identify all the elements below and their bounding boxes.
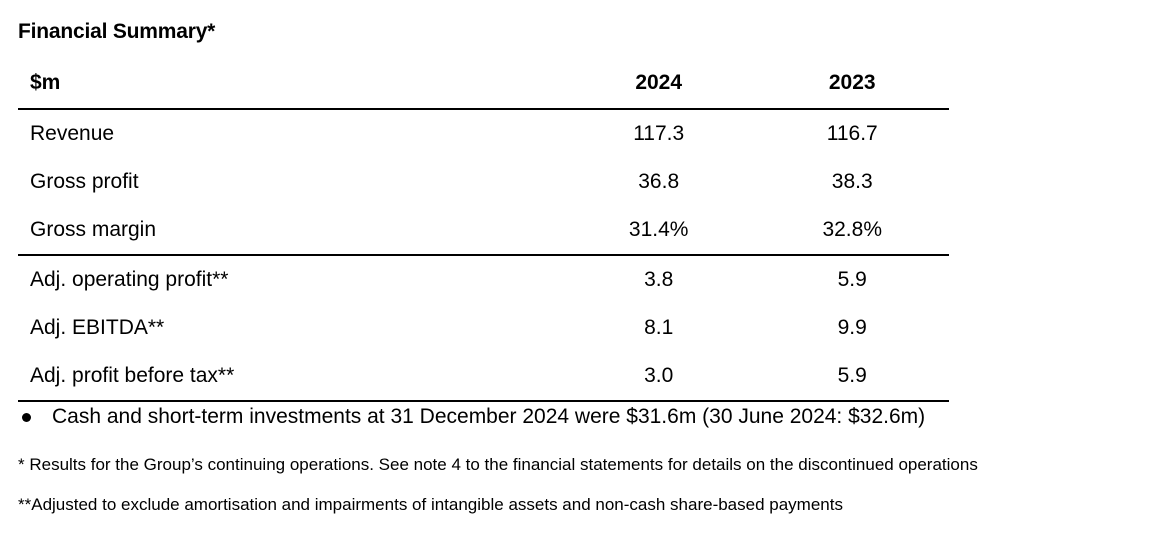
cash-bullet-point: Cash and short-term investments at 31 De… [18,405,925,429]
value-2024: 8.1 [644,316,674,339]
row-label: Adj. operating profit** [30,268,229,291]
value-2023: 32.8% [755,206,949,256]
column-header-2023: 2023 [755,58,949,110]
value-2023: 116.7 [826,122,878,145]
cash-bullet-text: Cash and short-term investments at 31 De… [52,405,926,428]
footnote-adjusted-measures: **Adjusted to exclude amortisation and i… [18,495,843,514]
row-label: Adj. EBITDA** [30,316,165,339]
value-2023: 5.9 [755,352,949,402]
row-label: Gross profit [30,170,139,193]
table-row: Revenue 117.3 116.7 [18,109,949,158]
column-header-unit: $m [18,58,562,110]
value-2024: 117.3 [633,122,685,145]
value-2024: 36.8 [638,170,680,193]
table-row: Gross profit 36.8 38.3 [18,158,949,206]
footnote-continuing-operations: * Results for the Group’s continuing ope… [18,455,978,474]
column-header-2024: 2024 [561,58,756,110]
page-title: Financial Summary* [18,20,216,43]
table-row: Adj. EBITDA** 8.1 9.9 [18,304,949,352]
value-2024: 3.0 [561,352,756,402]
table-row: Gross margin 31.4% 32.8% [18,206,949,256]
row-label: Adj. profit before tax** [18,352,562,402]
value-2024: 31.4% [561,206,756,256]
value-2023: 38.3 [831,170,873,193]
table-header-row: $m 2024 2023 [18,58,949,110]
value-2023: 5.9 [837,268,867,291]
financial-summary-table: $m 2024 2023 Revenue 117.3 116.7 Gross p… [18,58,949,402]
bullet-icon [22,412,31,422]
value-2024: 3.8 [644,268,674,291]
row-label: Revenue [30,122,115,145]
table-row: Adj. operating profit** 3.8 5.9 [18,255,949,304]
table-row: Adj. profit before tax** 3.0 5.9 [18,352,949,402]
row-label: Gross margin [18,206,562,256]
value-2023: 9.9 [837,316,867,339]
